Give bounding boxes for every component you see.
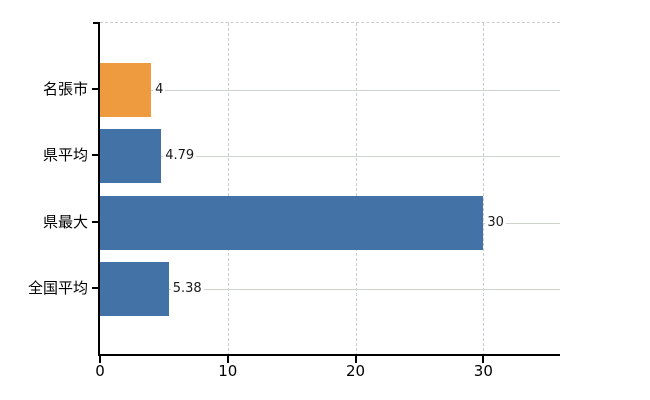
- category-label: 名張市: [42, 79, 88, 98]
- x-tick-label: 0: [95, 362, 105, 380]
- bar-4: [100, 262, 169, 317]
- y-axis-cap: [93, 22, 100, 24]
- x-axis-tick: [482, 356, 485, 363]
- x-axis: [98, 354, 560, 356]
- vertical-gridline: [227, 23, 229, 356]
- bar-value-label: 30: [485, 215, 506, 231]
- bar-value-label: 4.79: [163, 148, 197, 164]
- x-tick-label: 20: [346, 362, 366, 380]
- x-axis-tick: [226, 356, 229, 363]
- category-label: 全国平均: [27, 279, 88, 298]
- plot-area: 4 4.79 30 5.38: [100, 22, 560, 356]
- bar-value-label: 5.38: [170, 281, 204, 298]
- x-axis-tick: [99, 356, 101, 363]
- category-label: 県平均: [42, 146, 88, 165]
- x-axis-tick: [354, 356, 357, 363]
- y-axis-tick: [92, 287, 100, 290]
- row-guide-line: [100, 289, 560, 291]
- bar-3: [100, 195, 484, 250]
- y-axis-tick: [92, 87, 100, 90]
- row-guide-line: [100, 156, 560, 158]
- y-axis-tick: [92, 220, 100, 223]
- vertical-gridline: [355, 23, 357, 356]
- bar-1: [100, 62, 152, 117]
- y-axis: [98, 22, 100, 355]
- bar-2: [100, 129, 162, 184]
- x-tick-label: 10: [218, 362, 238, 380]
- vertical-gridline: [483, 23, 485, 356]
- category-label: 県最大: [42, 212, 88, 231]
- bar-value-label: 4: [153, 81, 166, 98]
- row-guide-line: [100, 89, 560, 91]
- x-tick-label: 30: [473, 362, 493, 380]
- y-axis-tick: [92, 154, 100, 157]
